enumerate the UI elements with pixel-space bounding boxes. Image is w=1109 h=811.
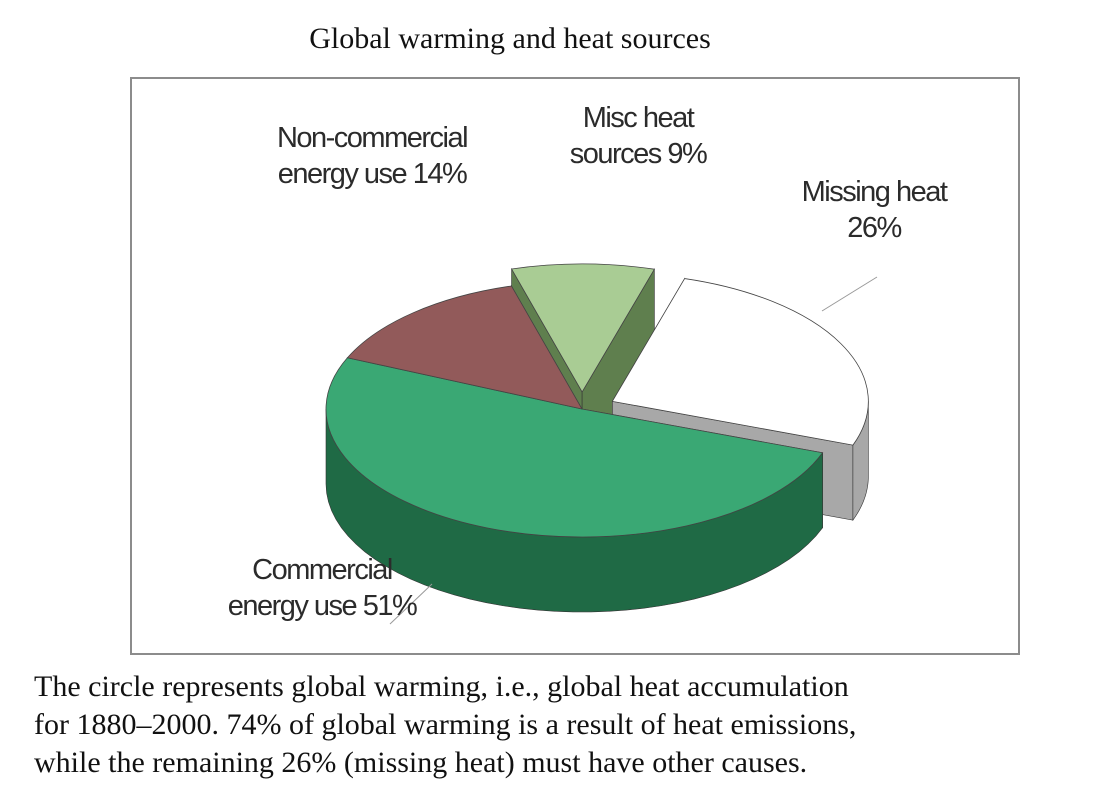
slice-label-line: energy use 51% <box>228 590 417 622</box>
slice-misc-heat-sources <box>510 263 656 393</box>
pie-chart: Commercial energy use 51% Non-commercial en… <box>228 102 949 625</box>
chart-title: Global warming and heat sources <box>309 22 711 55</box>
slice-label-line: Misc heat <box>583 102 695 134</box>
leader-line <box>821 276 878 312</box>
slice-label-commercial-energy-use: Commercial energy use 51% <box>228 554 417 622</box>
slice-missing-heat <box>611 278 869 446</box>
slice-non-commercial-energy-use <box>346 285 583 410</box>
caption-line-3: while the remaining 26% (missing heat) m… <box>34 746 808 779</box>
slice-label-non-commercial-energy-use: Non-commercial energy use 14% <box>277 122 467 190</box>
chart-frame: Commercial energy use 51% Non-commercial en… <box>130 77 1020 655</box>
slice-label-line: Missing heat <box>802 176 948 208</box>
slice-label-line: 26% <box>847 212 901 244</box>
slice-label-line: energy use 14% <box>278 158 467 190</box>
caption-line-1: The circle represents global warming, i.… <box>34 670 849 703</box>
caption-line-2: for 1880–2000. 74% of global warming is … <box>34 708 857 741</box>
slice-label-line: Non-commercial <box>277 122 467 154</box>
slice-label-missing-heat: Missing heat 26% <box>802 176 948 244</box>
figure-caption: The circle represents global warming, i.… <box>34 668 1094 782</box>
slice-commercial-energy-use <box>325 357 824 538</box>
slice-label-line: Commercial <box>252 554 392 586</box>
leader-line <box>389 583 433 625</box>
slice-label-misc-heat-sources: Misc heat sources 9% <box>570 102 707 170</box>
slice-label-line: sources 9% <box>570 138 707 170</box>
